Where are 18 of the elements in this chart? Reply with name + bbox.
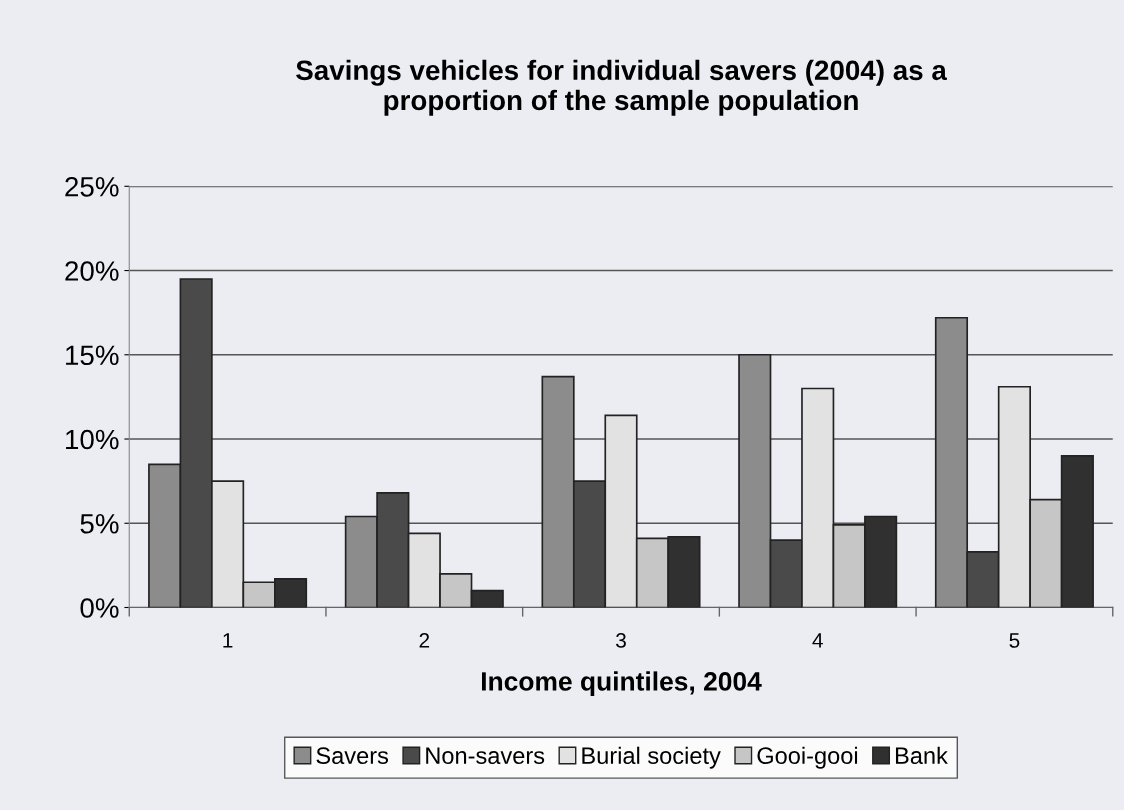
legend-label: Bank bbox=[895, 746, 948, 765]
legend-label: Burial society bbox=[582, 746, 721, 769]
legend-label: Non-savers bbox=[426, 747, 545, 765]
x-tick-label: 5 bbox=[1009, 633, 1020, 648]
x-tick-label: 1 bbox=[223, 633, 233, 648]
x-tick-label: 4 bbox=[812, 633, 823, 648]
legend-label: Gooi-gooi bbox=[757, 746, 858, 769]
legend-label: Savers bbox=[316, 747, 389, 765]
x-tick-label: 2 bbox=[419, 633, 430, 648]
y-tick-label: 5% bbox=[80, 514, 119, 534]
x-tick-label: 3 bbox=[616, 633, 626, 648]
chart-title: Savings vehicles for individual savers (2004) as a proportion of the sample population bbox=[296, 59, 947, 116]
y-tick-label: 25% bbox=[65, 176, 119, 197]
y-tick-label: 10% bbox=[66, 429, 119, 450]
y-tick-label: 0% bbox=[80, 598, 119, 618]
y-tick-label: 15% bbox=[66, 345, 119, 366]
y-tick-label: 20% bbox=[65, 261, 119, 281]
x-axis-title: Income quintiles, 2004 bbox=[482, 671, 762, 696]
